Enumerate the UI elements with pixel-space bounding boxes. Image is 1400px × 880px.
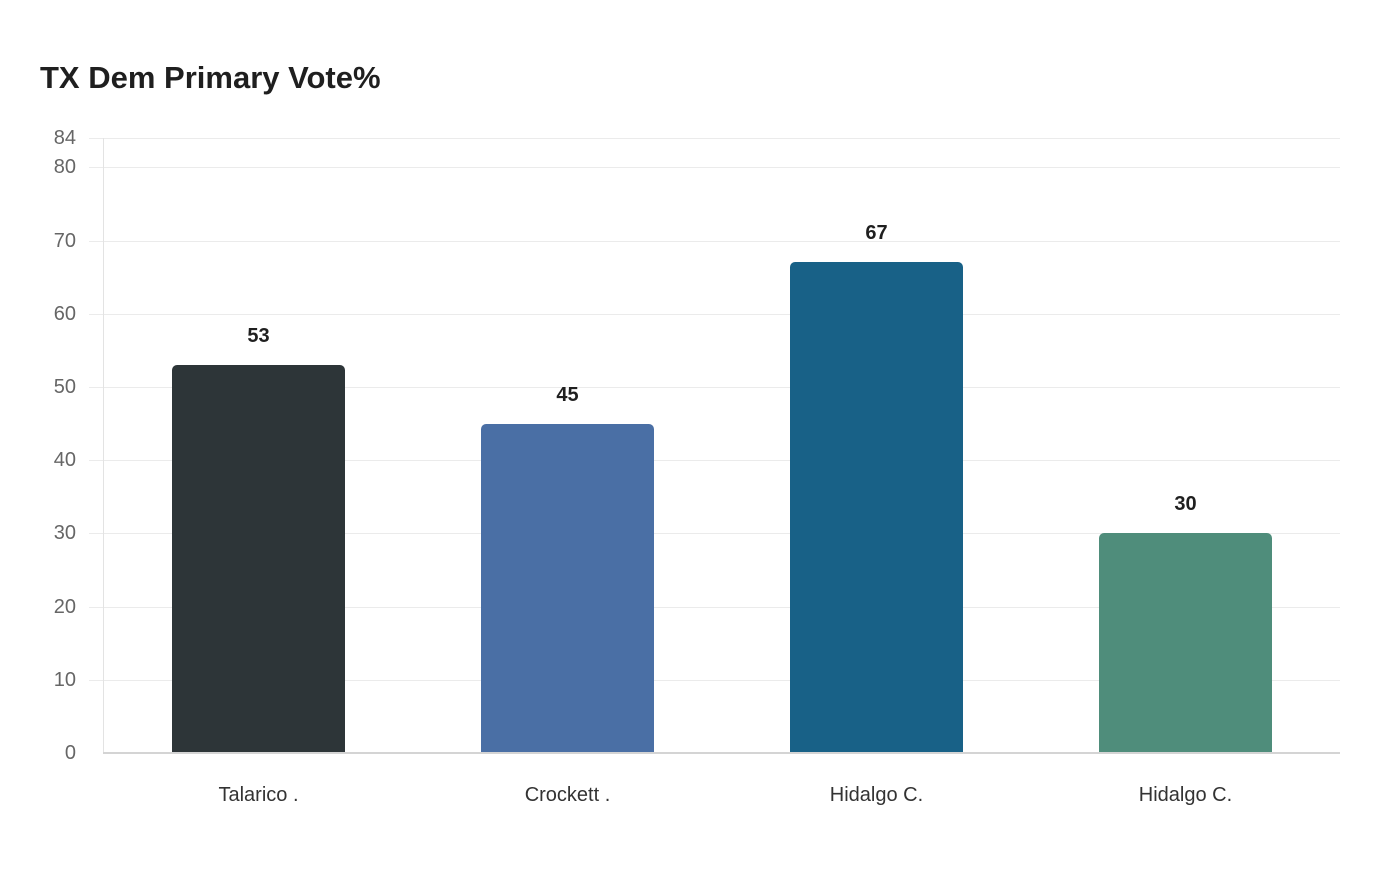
bar-value-label: 45 [556,384,579,406]
gridline [89,314,1340,315]
bar[interactable] [172,365,345,753]
x-tick-label: Hidalgo C. [1138,784,1233,806]
x-axis-line [103,752,1340,754]
gridline [89,460,1340,461]
y-axis-line [103,138,104,753]
bar-value-label: 67 [865,222,888,244]
bar[interactable] [481,424,654,753]
gridline [89,680,1340,681]
chart-title: TX Dem Primary Vote% [40,60,381,95]
y-tick-label: 50 [53,376,76,398]
y-tick-label: 20 [53,596,76,618]
bar-value-label: 53 [247,325,270,347]
gridline [89,241,1340,242]
y-tick-label: 30 [53,522,76,544]
bar[interactable] [790,262,963,753]
y-tick-label: 84 [53,127,76,149]
y-tick-label: 40 [53,449,76,471]
gridline [89,533,1340,534]
gridline [89,138,1340,139]
y-tick-label: 10 [53,669,76,691]
y-tick-label: 80 [53,156,76,178]
y-tick-label: 60 [53,303,76,325]
bar[interactable] [1099,533,1272,753]
x-tick-label: Hidalgo C. [829,784,924,806]
gridline [89,607,1340,608]
gridline [89,167,1340,168]
bar-value-label: 30 [1174,493,1197,515]
x-tick-label: Talarico . [218,784,299,806]
gridline [89,387,1340,388]
y-tick-label: 70 [53,230,76,252]
x-tick-label: Crockett . [524,784,611,806]
y-tick-label: 0 [64,742,76,764]
